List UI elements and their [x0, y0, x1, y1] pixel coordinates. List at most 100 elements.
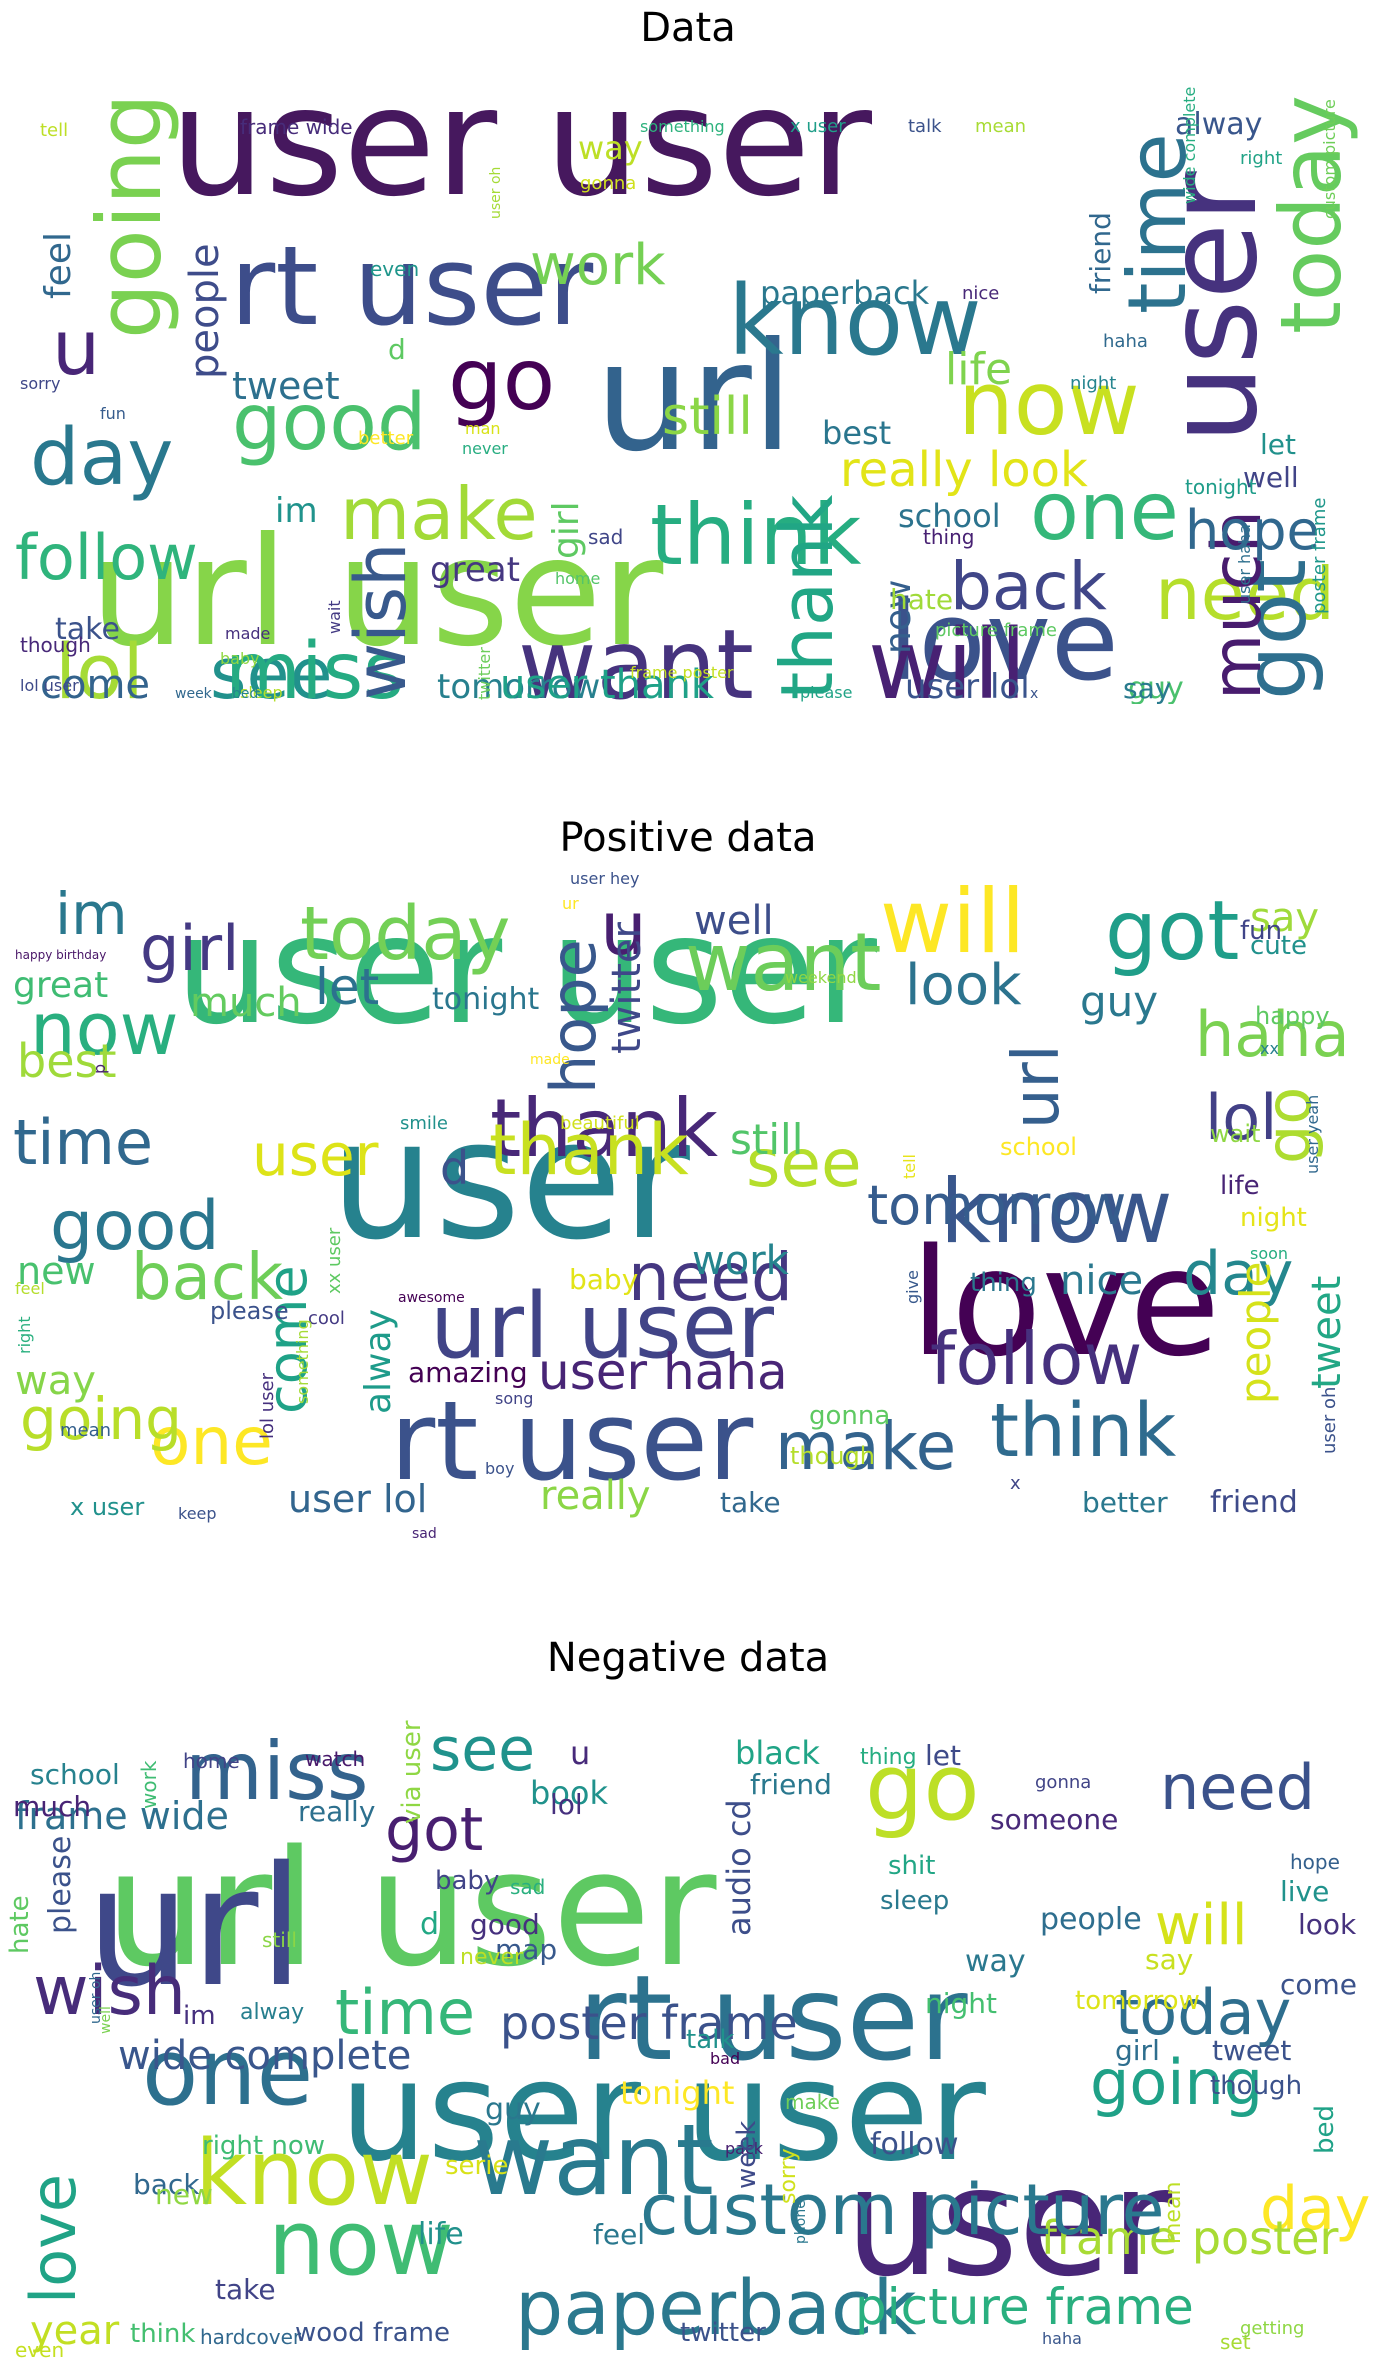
- word-negative-44: shit: [888, 1851, 935, 1881]
- word-data-8: will: [868, 609, 1027, 704]
- word-positive-77: weekend: [785, 968, 857, 987]
- word-negative-66: tomorrow: [1075, 1986, 1200, 2016]
- word-data-13: good: [232, 378, 426, 468]
- word-negative-72: bad: [710, 2049, 740, 2068]
- word-data-22: see: [210, 633, 333, 704]
- word-positive-76: ur: [562, 894, 579, 913]
- word-positive-59: way: [15, 1358, 96, 1404]
- word-positive-22: d: [440, 1141, 469, 1195]
- word-positive-93: xx user: [324, 1227, 345, 1294]
- word-positive-6: thank: [490, 1082, 719, 1175]
- word-positive-19: time: [13, 1106, 153, 1179]
- word-negative-88: wood frame: [295, 2318, 450, 2348]
- panel-title-negative: Negative data: [546, 1635, 830, 1681]
- word-positive-49: new: [17, 1249, 96, 1293]
- word-positive-70: amazing: [408, 1356, 528, 1389]
- word-data-46: take: [55, 612, 120, 647]
- word-data-72: man: [465, 419, 501, 438]
- word-data-19: one: [1030, 465, 1179, 558]
- word-positive-15: haha: [1195, 998, 1350, 1071]
- word-positive-67: please: [210, 1297, 289, 1325]
- word-data-56: hate: [890, 583, 953, 616]
- word-positive-18: lol: [1205, 1081, 1277, 1154]
- word-data-10: today: [1262, 95, 1360, 334]
- word-data-25: wish: [340, 542, 422, 700]
- word-data-9: going: [78, 93, 181, 339]
- word-negative-67: well: [98, 2006, 114, 2034]
- word-data-20: back: [950, 548, 1108, 625]
- word-data-78: d: [388, 333, 406, 366]
- word-data-53: paperback: [760, 274, 930, 312]
- word-negative-51: baby: [435, 1866, 499, 1896]
- word-data-92: picture frame: [935, 620, 1057, 641]
- word-positive-92: something: [293, 1319, 312, 1404]
- word-data-33: feel: [38, 232, 79, 299]
- word-negative-70: girl: [1115, 2034, 1160, 2067]
- word-negative-49: please: [43, 1836, 78, 1934]
- word-negative-73: guy: [485, 2092, 541, 2127]
- word-negative-13: need: [1160, 1751, 1315, 1824]
- word-positive-5: know: [940, 1160, 1173, 1263]
- word-data-87: twitter: [475, 647, 494, 700]
- word-data-14: go: [448, 330, 555, 430]
- word-negative-61: way: [965, 1944, 1026, 1979]
- panel-title-data: Data: [640, 5, 736, 51]
- word-data-68: tonight: [1185, 475, 1257, 499]
- word-positive-20: good: [50, 1187, 220, 1266]
- word-positive-61: fun: [1240, 916, 1282, 946]
- word-positive-2: love: [910, 1217, 1220, 1389]
- word-positive-30: going: [20, 1385, 182, 1453]
- word-negative-58: people: [1040, 1902, 1142, 1937]
- word-data-4: user: [1140, 171, 1285, 444]
- word-positive-90: boy: [485, 1459, 514, 1478]
- word-data-79: sad: [588, 525, 623, 549]
- word-positive-37: let: [315, 958, 379, 1016]
- word-positive-94: user oh: [1319, 1387, 1340, 1454]
- word-positive-91: lol user: [257, 1372, 278, 1439]
- word-negative-17: time: [335, 1976, 475, 2049]
- word-data-50: new: [878, 580, 919, 654]
- word-positive-83: feel: [15, 1279, 45, 1298]
- word-positive-71: gonna: [809, 1401, 890, 1431]
- word-positive-32: think: [990, 1388, 1176, 1474]
- word-data-76: gonna: [580, 173, 636, 194]
- word-positive-89: song: [495, 1389, 533, 1408]
- word-positive-25: back: [131, 1241, 283, 1315]
- word-negative-25: frame poster: [1041, 2211, 1339, 2265]
- word-data-51: guy: [1128, 671, 1184, 704]
- word-negative-92: week: [732, 2121, 762, 2189]
- word-data-23: miss: [225, 627, 404, 704]
- word-data-84: wait: [325, 600, 344, 634]
- word-negative-91: sorry: [776, 2148, 801, 2204]
- word-negative-29: black: [735, 1734, 820, 1772]
- word-negative-83: feel: [593, 2218, 645, 2251]
- word-data-94: wide complete: [1180, 87, 1199, 204]
- word-negative-42: someone: [990, 1803, 1118, 1836]
- word-data-31: still: [662, 387, 753, 447]
- word-negative-85: think: [130, 2319, 195, 2349]
- word-negative-71: tweet: [1212, 2034, 1291, 2067]
- word-positive-10: want: [685, 916, 882, 1009]
- word-data-26: got: [1226, 559, 1326, 700]
- word-data-7: want: [518, 609, 754, 704]
- word-negative-46: hope: [1290, 1850, 1340, 1874]
- word-data-96: poster frame: [1309, 498, 1330, 614]
- word-positive-7: will: [880, 870, 1025, 973]
- word-data-58: tell: [40, 120, 68, 141]
- word-negative-62: come: [1280, 1968, 1357, 2001]
- word-positive-98: x: [1010, 1473, 1021, 1494]
- word-negative-80: back: [133, 2168, 200, 2201]
- word-positive-43: great: [13, 965, 108, 1006]
- word-data-95: custom picture: [1320, 99, 1339, 219]
- word-data-12: now: [958, 352, 1140, 455]
- word-negative-82: life: [418, 2217, 464, 2252]
- word-negative-10: paperback: [515, 2263, 917, 2352]
- word-data-49: user lol: [905, 667, 1030, 704]
- word-data-27: much: [1198, 510, 1277, 700]
- word-positive-36: much: [190, 980, 302, 1026]
- word-positive-38: well: [694, 898, 774, 944]
- word-positive-34: user haha: [538, 1343, 788, 1401]
- word-data-24: lol: [55, 627, 144, 704]
